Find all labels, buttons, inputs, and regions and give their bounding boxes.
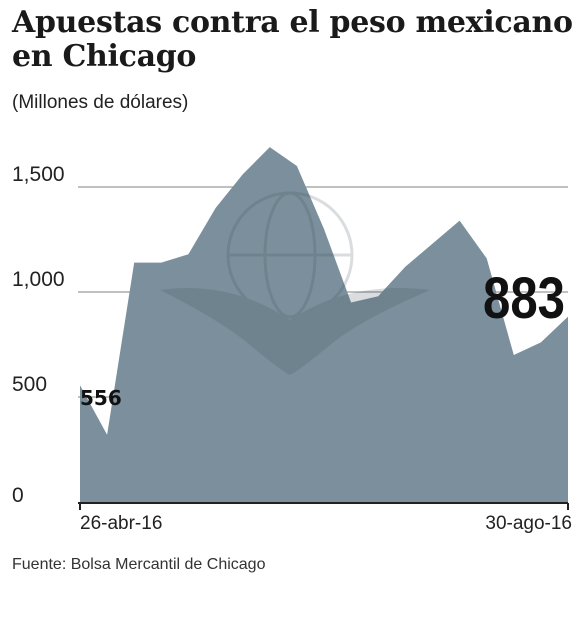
y-tick-label: 500 xyxy=(12,373,47,396)
y-tick-label: 1,500 xyxy=(12,163,65,186)
chart-subtitle: (Millones de dólares) xyxy=(12,92,189,113)
y-axis-ticks: 0 500 1,000 1,500 xyxy=(12,163,65,507)
end-value-label: 883 xyxy=(483,266,565,331)
x-tick-label: 26-abr-16 xyxy=(80,513,162,534)
area-series xyxy=(80,147,568,502)
start-value-label: 556 xyxy=(80,386,122,410)
chart-title: Apuestas contra el peso mexicano en Chic… xyxy=(12,5,573,74)
x-tick-label: 30-ago-16 xyxy=(485,513,572,534)
y-tick-label: 1,000 xyxy=(12,268,65,291)
eagle-watermark-icon xyxy=(160,191,430,375)
x-axis-ticks: 26-abr-16 30-ago-16 xyxy=(79,503,572,534)
y-tick-label: 0 xyxy=(12,484,24,507)
source-note: Fuente: Bolsa Mercantil de Chicago xyxy=(12,556,266,573)
